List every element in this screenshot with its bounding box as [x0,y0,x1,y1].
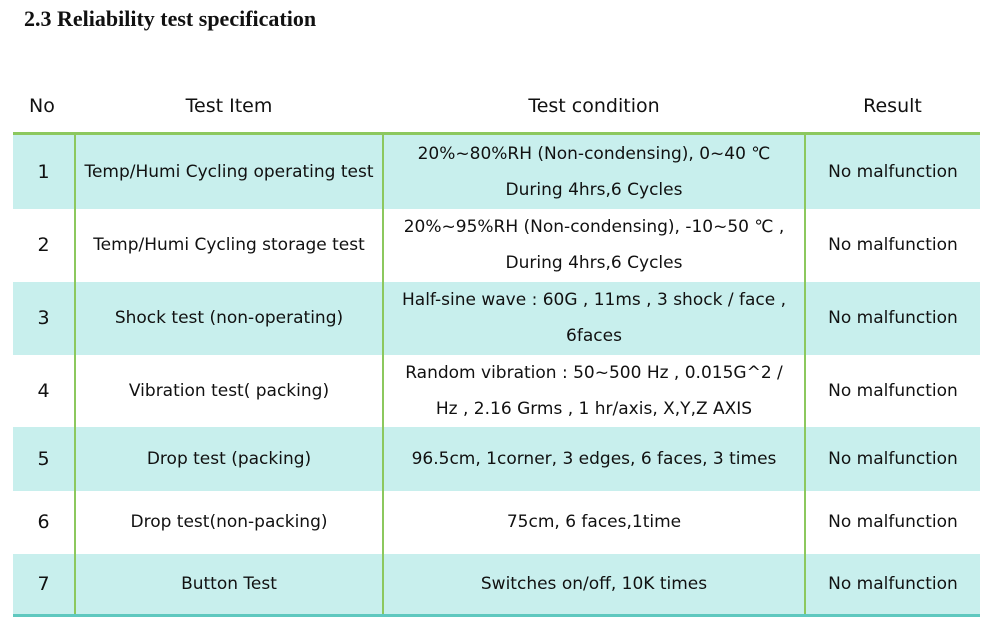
cell-test-condition: 20%~95%RH (Non-condensing), -10~50 ℃ , D… [382,208,805,282]
cell-no: 1 [13,133,75,209]
cell-result: No malfunction [804,208,980,282]
cell-test-condition: Random vibration : 50~500 Hz , 0.015G^2 … [382,354,805,427]
table-row: 3 Shock test (non-operating) Half-sine wav… [13,281,980,355]
cell-test-condition: 20%~80%RH (Non-condensing), 0~40 ℃ Durin… [382,133,805,209]
section-title: 2.3 Reliability test specification [24,6,317,31]
header-test-condition: Test condition [383,80,805,135]
cell-test-item: Vibration test( packing) [74,354,383,427]
table-row: 1 Temp/Humi Cycling operating test 20%~80%… [13,133,980,209]
header-no: No [13,80,75,135]
cell-no: 7 [13,553,75,617]
cell-no: 3 [13,281,75,355]
reliability-table: No Test Item Test condition Result 1 Temp… [13,80,980,617]
cell-test-condition: Switches on/off, 10K times [382,553,805,617]
table-row: 4 Vibration test( packing) Random vibratio… [13,354,980,427]
cell-test-item: Temp/Humi Cycling storage test [74,208,383,282]
cell-result: No malfunction [804,426,980,491]
cell-test-item: Drop test(non-packing) [74,490,383,554]
table-row: 6 Drop test(non-packing) 75cm, 6 faces,1ti… [13,490,980,554]
cell-result: No malfunction [804,490,980,554]
cell-no: 6 [37,511,50,533]
cell-test-condition: 75cm, 6 faces,1time [382,490,805,554]
header-row: No Test Item Test condition Result [13,80,980,135]
cell-test-condition: Half-sine wave : 60G , 11ms , 3 shock / … [382,281,805,355]
cell-result: No malfunction [804,133,980,209]
cell-test-item: Shock test (non-operating) [74,281,383,355]
table-row: 2 Temp/Humi Cycling storage test 20%~95%RH… [13,208,980,282]
table-row: 7 Button Test Switches on/off, 10K times No… [13,553,980,617]
header-test-item: Test Item [75,80,383,135]
cell-test-item: Button Test [74,553,383,617]
cell-result: No malfunction [804,354,980,427]
cell-test-item: Drop test (packing) [74,426,383,491]
header-result: Result [805,80,980,135]
cell-result: No malfunction [804,281,980,355]
cell-result: No malfunction [804,553,980,617]
table-row: 5 Drop test (packing) 96.5cm, 1corner, 3 e… [13,426,980,491]
cell-test-item: Temp/Humi Cycling operating test [74,133,383,209]
cell-no: 2 [37,234,50,256]
cell-no: 5 [13,426,75,491]
cell-no: 4 [37,379,50,402]
cell-test-condition: 96.5cm, 1corner, 3 edges, 6 faces, 3 tim… [382,426,805,491]
